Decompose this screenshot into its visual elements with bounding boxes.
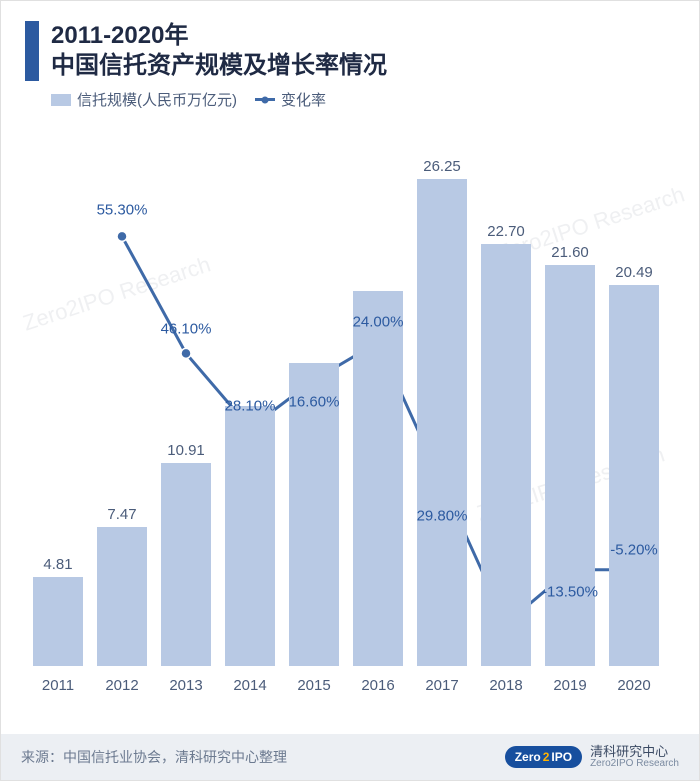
x-axis-label: 2017 <box>425 677 458 694</box>
plot-area: 20114.8120127.47201310.91201420152016201… <box>29 146 677 666</box>
brand-cn: 清科研究中心 <box>590 745 679 758</box>
brand-tail: IPO <box>551 750 572 764</box>
chart-area: 2011 4.81 2012 7.47 2013 10.91 2014 2015 2016 201… <box>29 146 677 706</box>
title-block: 2011-2020年 中国信托资产规模及增长率情况 信托规模(人民币万亿元) 变… <box>1 1 699 116</box>
brand-en: Zero2IPO Research <box>590 758 679 769</box>
legend-swatch-bar <box>51 94 71 106</box>
title-text: 2011-2020年 中国信托资产规模及增长率情况 <box>51 21 387 81</box>
bar-value-label: 22.70 <box>487 223 525 240</box>
pct-label: 24.00% <box>353 314 404 331</box>
x-axis-label: 2011 <box>42 677 74 694</box>
bar <box>97 527 147 666</box>
footer-brand: Zero2IPO 清科研究中心 Zero2IPO Research <box>505 745 679 769</box>
bar <box>225 406 275 666</box>
bar-value-label: 10.91 <box>167 442 205 459</box>
legend: 信托规模(人民币万亿元) 变化率 <box>51 89 675 110</box>
title-accent-bar <box>25 21 39 81</box>
footer: 来源：中国信托业协会，清科研究中心整理 Zero2IPO 清科研究中心 Zero… <box>1 734 699 780</box>
pct-label: -5.20% <box>610 541 658 558</box>
legend-swatch-line <box>255 98 275 101</box>
bar-value-label: 7.47 <box>107 506 136 523</box>
bar-value-label: 20.49 <box>615 264 653 281</box>
x-axis-label: 2020 <box>617 677 650 694</box>
brand-text-wrap: 清科研究中心 Zero2IPO Research <box>590 745 679 769</box>
pct-label: 55.30% <box>97 202 148 219</box>
bar <box>609 285 659 666</box>
bar <box>161 463 211 666</box>
brand-accent: 2 <box>543 750 550 764</box>
line-marker <box>181 348 191 358</box>
pct-label: 28.10% <box>225 398 276 415</box>
x-axis-label: 2018 <box>489 677 522 694</box>
bar <box>33 577 83 666</box>
bar <box>545 265 595 666</box>
x-axis-label: 2015 <box>297 677 330 694</box>
brand-main: Zero <box>515 750 541 764</box>
bar-value-label: 21.60 <box>551 244 589 261</box>
x-axis-label: 2014 <box>233 677 266 694</box>
footer-source: 来源：中国信托业协会，清科研究中心整理 <box>21 747 287 767</box>
legend-item-line: 变化率 <box>255 89 326 110</box>
pct-label: 29.80% <box>417 508 468 525</box>
bar <box>353 291 403 666</box>
legend-label-bars: 信托规模(人民币万亿元) <box>77 89 237 110</box>
pct-label: 46.10% <box>161 321 212 338</box>
x-axis-label: 2013 <box>169 677 202 694</box>
title-line-2: 中国信托资产规模及增长率情况 <box>51 51 387 81</box>
title-row: 2011-2020年 中国信托资产规模及增长率情况 <box>25 21 675 81</box>
bar <box>417 179 467 667</box>
legend-item-bars: 信托规模(人民币万亿元) <box>51 89 237 110</box>
x-axis-label: 2016 <box>361 677 394 694</box>
brand-badge: Zero2IPO <box>505 746 582 768</box>
x-axis-label: 2019 <box>553 677 586 694</box>
bar-value-label: 26.25 <box>423 158 461 175</box>
x-axis-label: 2012 <box>105 677 138 694</box>
title-line-1: 2011-2020年 <box>51 21 387 51</box>
pct-label: 16.60% <box>289 394 340 411</box>
legend-label-line: 变化率 <box>281 89 326 110</box>
line-marker <box>117 231 127 241</box>
bar-value-label: 4.81 <box>43 556 72 573</box>
pct-label: -13.50% <box>542 583 598 600</box>
bar <box>481 244 531 666</box>
